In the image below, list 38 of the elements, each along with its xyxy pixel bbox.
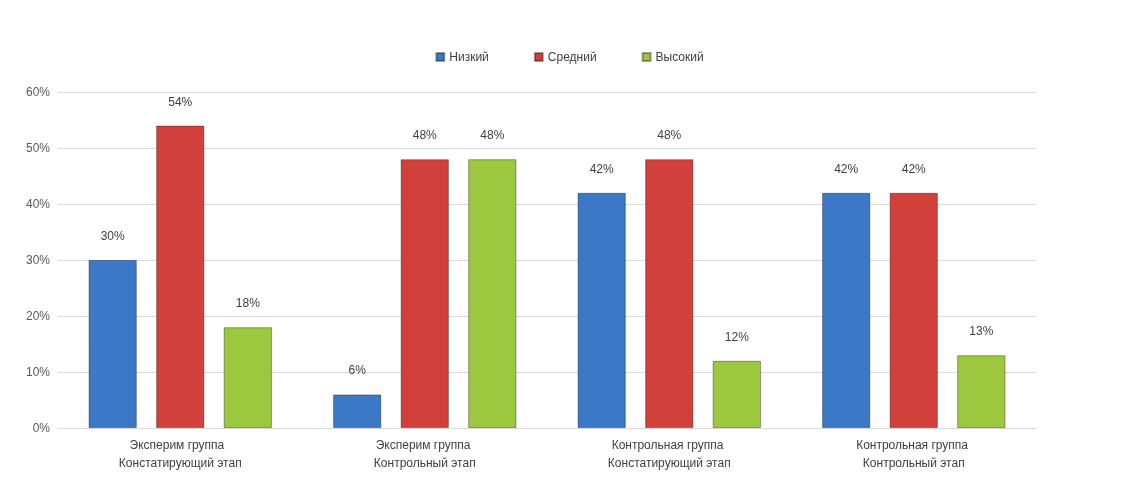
bar: [333, 394, 382, 428]
y-tick-label: 0%: [32, 421, 51, 435]
data-label: 54%: [168, 94, 193, 109]
bar: [957, 355, 1006, 428]
legend-label: Средний: [547, 50, 597, 64]
data-label: 48%: [657, 128, 682, 143]
data-label: 30%: [100, 229, 126, 243]
data-label: 42%: [834, 161, 859, 176]
y-tick-label: 30%: [25, 253, 51, 267]
bar: [577, 192, 626, 428]
data-label: 48%: [412, 128, 438, 143]
y-tick-label: 60%: [25, 85, 51, 99]
data-label: 48%: [480, 128, 505, 143]
y-tick-label: 40%: [25, 197, 51, 211]
data-label: 42%: [589, 161, 615, 176]
bar: [712, 360, 761, 428]
x-tick-label: Контрольная группа Контрольный этап: [856, 438, 972, 470]
x-tick-label: Контрольная группа Констатирующий этап: [607, 438, 731, 470]
bar: [889, 192, 938, 428]
bar: [156, 125, 205, 428]
y-tick-label: 20%: [25, 309, 51, 323]
data-label: 18%: [235, 296, 261, 311]
x-tick-label: Эксперим группа Контрольный этап: [373, 438, 476, 470]
bar: [645, 159, 694, 428]
y-tick-label: 50%: [25, 141, 51, 155]
data-label: 13%: [969, 324, 994, 339]
data-label: 42%: [901, 161, 927, 176]
data-label: 6%: [348, 363, 367, 378]
x-tick-label: Эксперим группа Констатирующий этап: [118, 438, 242, 470]
bar: [822, 192, 871, 428]
bar: [400, 159, 449, 428]
data-label: 12%: [724, 329, 750, 344]
legend-label: Низкий: [449, 50, 489, 64]
y-tick-label: 10%: [25, 365, 51, 379]
legend-label: Высокий: [655, 50, 704, 64]
bar: [223, 327, 272, 428]
bar: [88, 260, 137, 428]
bar: [468, 159, 517, 428]
